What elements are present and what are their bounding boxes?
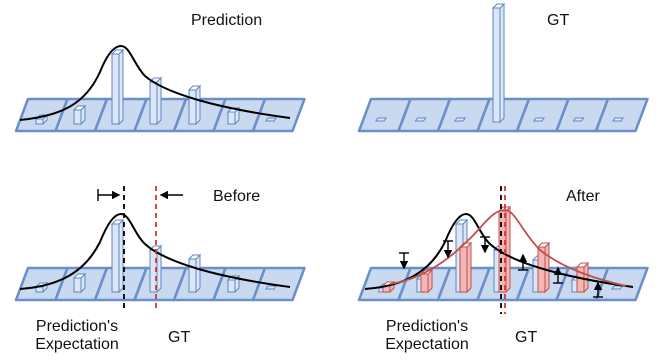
after-curve bbox=[364, 212, 634, 290]
gt-tile-3 bbox=[454, 117, 466, 122]
after-expectation-label-line2: Expectation bbox=[385, 336, 469, 353]
gt-panel-title: GT bbox=[547, 12, 570, 29]
before-panel-title: Before bbox=[213, 188, 261, 205]
prediction-bar-2 bbox=[73, 109, 82, 125]
gt-tile-4 bbox=[533, 117, 545, 122]
prediction-bar-3-top bbox=[110, 49, 125, 55]
after-adjusted-bar-3 bbox=[459, 246, 468, 293]
before-bar-2 bbox=[73, 277, 82, 293]
after-adjusted-bar-2 bbox=[420, 273, 429, 293]
after-bar-3-top bbox=[454, 219, 469, 225]
before-gt-label: GT bbox=[168, 329, 191, 346]
gt-bar-1-top bbox=[491, 3, 506, 9]
after-tile-7 bbox=[611, 285, 623, 290]
prediction-panel-title: Prediction bbox=[191, 12, 263, 29]
gt-tile-2 bbox=[414, 117, 427, 122]
gt-tile-6 bbox=[612, 117, 624, 122]
before-bin-7 bbox=[251, 266, 306, 302]
prediction-bar-3 bbox=[111, 53, 120, 125]
after-adjusted-bar-5-side bbox=[544, 241, 550, 294]
prediction-bar-3-side bbox=[118, 48, 124, 126]
gt-tile-1 bbox=[375, 117, 387, 122]
prediction-bar-2-top bbox=[72, 105, 87, 111]
before-curve bbox=[19, 212, 291, 290]
prediction-bar-6 bbox=[227, 111, 236, 125]
gt-tile-5 bbox=[572, 117, 585, 122]
after-panel-title: After bbox=[566, 188, 600, 205]
before-bar-3 bbox=[111, 223, 120, 293]
before-tile-7 bbox=[265, 285, 277, 290]
before-bar-2-top bbox=[72, 273, 87, 279]
prediction-bar-5 bbox=[188, 89, 197, 125]
before-bar-5 bbox=[188, 258, 197, 293]
prediction-bar-1 bbox=[35, 118, 44, 125]
prediction-curve bbox=[19, 44, 291, 121]
before-bar-6 bbox=[227, 279, 236, 293]
gt-bar-1 bbox=[492, 7, 501, 123]
prediction-bar-4 bbox=[149, 81, 158, 125]
after-expectation-label-line1: Prediction's bbox=[385, 318, 469, 335]
before-bar-3-top bbox=[110, 219, 125, 225]
before-bar-5-top bbox=[187, 254, 202, 260]
after-expectation-label: Prediction's Expectation bbox=[372, 318, 482, 354]
after-adjusted-bar-6-top bbox=[575, 262, 590, 268]
after-adjusted-bar-6-side bbox=[583, 261, 589, 294]
after-adjusted-bar-3-side bbox=[466, 241, 472, 294]
after-adjusted-bar-5-top bbox=[536, 242, 551, 248]
before-expectation-label-line1: Prediction's bbox=[35, 318, 119, 335]
prediction-bin-7 bbox=[251, 97, 306, 133]
prediction-tile-7 bbox=[265, 117, 277, 122]
gt-bar-1-side bbox=[499, 2, 505, 124]
prediction-bar-5-top bbox=[187, 85, 202, 91]
after-bin-7 bbox=[594, 266, 649, 302]
before-expectation-label: Prediction's Expectation bbox=[22, 318, 132, 354]
before-expectation-label-line2: Expectation bbox=[35, 336, 119, 353]
after-gt-label: GT bbox=[515, 329, 538, 346]
before-bar-3-side bbox=[118, 218, 124, 294]
prediction-bar-5-side bbox=[195, 84, 201, 126]
gt-bin-7 bbox=[594, 97, 649, 133]
after-adjusted-bar-4-side bbox=[505, 205, 511, 294]
before-bar-5-side bbox=[195, 253, 201, 294]
